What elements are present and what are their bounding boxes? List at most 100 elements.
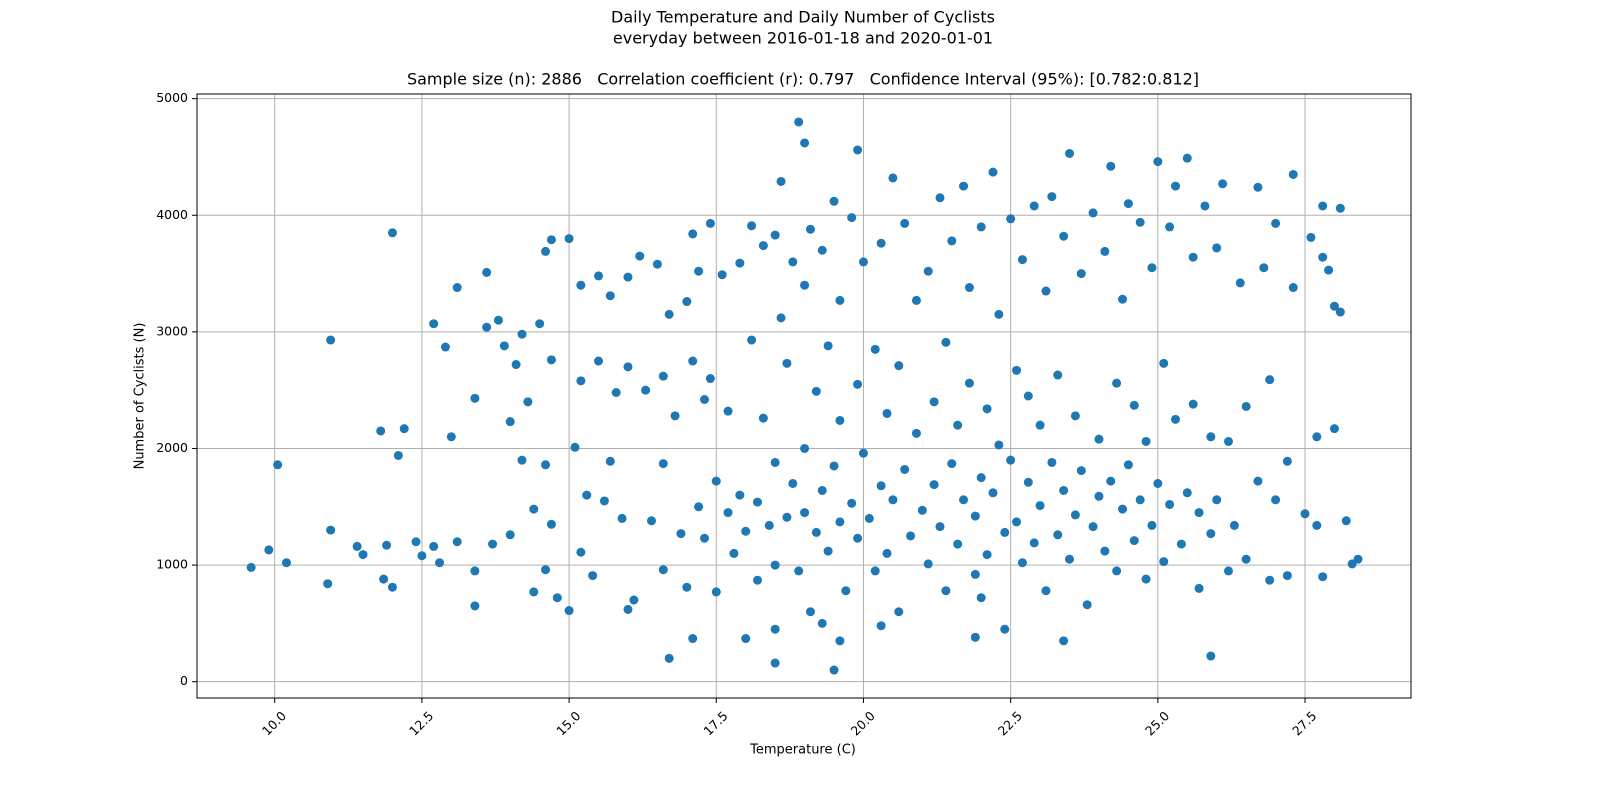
data-point [399,424,409,434]
data-point [1159,358,1169,368]
data-point [705,374,715,384]
data-point [805,607,815,617]
data-point [741,526,751,536]
data-point [541,246,551,256]
data-point [823,341,833,351]
data-point [758,241,768,251]
data-point [835,415,845,425]
data-point [1223,436,1233,446]
data-point [1200,201,1210,211]
data-point [446,432,456,442]
data-point [1017,255,1027,265]
data-point [994,309,1004,319]
data-point [1118,294,1128,304]
data-point [817,618,827,628]
data-point [393,450,403,460]
data-point [853,145,863,155]
data-point [429,541,439,551]
data-point [482,267,492,277]
data-point [770,560,780,570]
data-point [1053,530,1063,540]
data-point [770,230,780,240]
x-tick-label: 12.5 [406,708,436,738]
data-point [546,519,556,529]
data-point [623,604,633,614]
data-point [1306,232,1316,242]
data-point [435,558,445,568]
data-point [1041,286,1051,296]
data-point [611,388,621,398]
data-point [505,417,515,427]
data-point [1065,554,1075,564]
data-point [782,358,792,368]
data-point [1318,252,1328,262]
ticks: 10.0 12.5 15.0 17.5 20.0 22.5 25.0 27.5 0 1000 200… [156,90,1319,738]
data-point [906,531,916,541]
data-point [853,379,863,389]
data-point [1188,252,1198,262]
data-point [387,228,397,238]
data-point [923,266,933,276]
data-point [682,582,692,592]
data-point [1141,574,1151,584]
data-point [1271,218,1281,228]
data-point [1253,182,1263,192]
data-point [835,295,845,305]
data-point [570,442,580,452]
data-point [776,313,786,323]
data-point [764,520,774,530]
x-tick-label: 25.0 [1142,708,1172,738]
data-point [1241,554,1251,564]
data-point [1023,477,1033,487]
data-point [959,495,969,505]
data-point [829,665,839,675]
data-point [858,448,868,458]
points [246,117,1363,675]
data-point [1241,401,1251,411]
grid [197,94,1411,698]
data-point [853,533,863,543]
data-point [605,456,615,466]
y-tick-label: 3000 [156,323,188,338]
data-point [1047,457,1057,467]
data-point [664,309,674,319]
data-point [911,428,921,438]
data-point [1253,476,1263,486]
data-point [1012,517,1022,527]
data-point [1006,455,1016,465]
data-point [1171,414,1181,424]
data-point [835,517,845,527]
data-point [1324,265,1334,275]
data-point [541,565,551,575]
data-point [1012,365,1022,375]
data-point [682,297,692,307]
data-point [1123,199,1133,209]
data-point [758,413,768,423]
data-point [670,411,680,421]
data-point [1129,400,1139,410]
data-point [947,236,957,246]
data-point [482,322,492,332]
data-point [376,426,386,436]
data-point [1147,520,1157,530]
data-point [1112,566,1122,576]
data-point [711,587,721,597]
data-point [894,607,904,617]
data-point [1035,501,1045,511]
x-tick-label: 20.0 [848,708,878,738]
data-point [535,319,545,329]
data-point [694,266,704,276]
data-point [564,234,574,244]
data-point [870,566,880,576]
data-point [1053,370,1063,380]
data-point [735,258,745,268]
data-point [1023,391,1033,401]
data-point [582,490,592,500]
data-point [499,341,509,351]
data-point [417,551,427,561]
data-point [505,530,515,540]
data-point [982,404,992,414]
data-point [658,459,668,469]
data-point [1265,375,1275,385]
data-point [976,222,986,232]
